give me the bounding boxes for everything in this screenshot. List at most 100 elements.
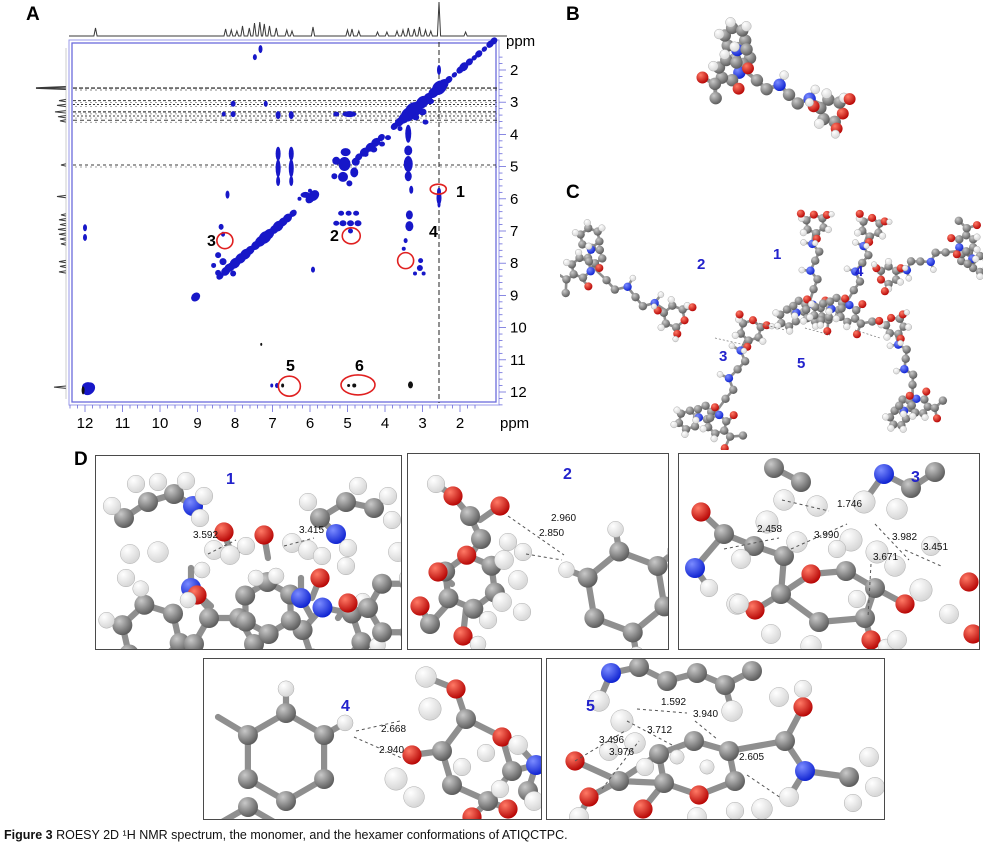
contact-view-2: 2.960 2.850 2 xyxy=(407,453,669,650)
x-tick-label: 9 xyxy=(193,415,201,432)
nmr-left-1d-trace xyxy=(60,213,67,217)
distance-dash xyxy=(874,523,910,561)
x-tick-label: 8 xyxy=(231,415,239,432)
nmr-marked-circle-6 xyxy=(340,374,376,396)
nmr-left-1d-trace xyxy=(57,227,67,232)
molecule-atoms xyxy=(565,659,884,819)
panel-d-letter: D xyxy=(74,449,88,470)
panel-b-letter: B xyxy=(566,4,580,25)
distance-label: 2.960 xyxy=(551,513,576,524)
hexamer-site-label-4: 4 xyxy=(855,263,864,280)
nmr-left-1d-trace xyxy=(56,194,67,199)
distance-label: 3.976 xyxy=(609,747,634,758)
contact-view-3: 1.746 2.458 3.990 3.982 3.451 3.671 3 xyxy=(678,453,980,650)
x-tick-label: 5 xyxy=(343,415,351,432)
nmr-cross-peaks xyxy=(82,45,442,393)
contact-view-5: 1.592 3.940 3.712 3.496 3.976 2.605 5 xyxy=(546,658,885,820)
hexamer-structure-panel: 1 2 3 4 5 xyxy=(560,209,983,450)
nmr-left-1d-trace xyxy=(54,110,67,114)
nmr-left-1d-trace xyxy=(58,98,67,103)
contact-view-1: 3.592 3.415 1 xyxy=(95,455,402,650)
y-tick-label: 12 xyxy=(510,384,527,401)
distance-label: 3.990 xyxy=(814,530,839,541)
distance-dash xyxy=(207,539,237,555)
hexamer-site-label-2: 2 xyxy=(697,256,705,273)
panel-a-letter: A xyxy=(26,4,40,25)
distance-label: 3.982 xyxy=(892,532,917,543)
nmr-contact-number-2: 2 xyxy=(330,228,339,245)
nmr-left-1d-trace xyxy=(53,385,67,389)
distance-label: 2.605 xyxy=(739,752,764,763)
distance-dash xyxy=(694,720,718,740)
nmr-contact-number-3: 3 xyxy=(207,233,216,250)
nmr-left-1d-trace xyxy=(57,114,67,119)
y-tick-label: 3 xyxy=(510,94,518,111)
x-tick-label: 12 xyxy=(77,415,94,432)
molecule-atoms xyxy=(237,666,541,819)
nmr-left-1d-trace xyxy=(35,86,67,91)
nmr-axis-ticks xyxy=(69,56,506,412)
figure-caption: Figure 3 ROESY 2D ¹H NMR spectrum, the m… xyxy=(4,828,568,842)
molecule-atoms xyxy=(696,17,856,139)
nmr-marked-circle-3 xyxy=(216,231,234,250)
nmr-left-1d-trace xyxy=(56,103,67,108)
distance-label: 2.458 xyxy=(757,524,782,535)
y-tick-label: 6 xyxy=(510,191,518,208)
monomer-structure-panel xyxy=(696,17,856,139)
distance-label: 3.451 xyxy=(923,542,948,553)
nmr-top-1d-trace xyxy=(69,1,507,37)
distance-label: 3.712 xyxy=(647,725,672,736)
nmr-left-1d-trace xyxy=(60,242,67,246)
distance-label: 1.746 xyxy=(837,499,862,510)
y-tick-label: 5 xyxy=(510,159,518,176)
nmr-marked-circle-5 xyxy=(277,375,302,398)
distance-dash xyxy=(283,537,315,547)
x-tick-label: 4 xyxy=(381,415,389,432)
distance-label: 3.592 xyxy=(193,530,218,541)
contact-dash xyxy=(754,321,786,331)
nmr-left-1d-trace xyxy=(59,119,67,123)
distance-label: 1.592 xyxy=(661,697,686,708)
distance-dash xyxy=(636,708,688,714)
nmr-left-1d-trace xyxy=(58,218,67,222)
contact-view-number-4: 4 xyxy=(341,698,350,715)
contact-dash xyxy=(854,329,881,339)
caption-text: ROESY 2D ¹H NMR spectrum, the monomer, a… xyxy=(52,828,568,842)
nmr-marked-circle-2 xyxy=(341,227,362,245)
y-tick-label: 4 xyxy=(510,126,518,143)
distance-label: 2.668 xyxy=(381,724,406,735)
contact-view-number-2: 2 xyxy=(563,466,572,483)
contact-view-number-1: 1 xyxy=(226,471,235,488)
molecule-atoms xyxy=(685,458,979,649)
distance-dash xyxy=(626,720,673,746)
molecule-atoms xyxy=(561,209,983,450)
y-tick-label: 2 xyxy=(510,62,518,79)
distance-label: 3.671 xyxy=(873,552,898,563)
caption-figure-number: Figure 3 xyxy=(4,828,53,842)
x-tick-label: 2 xyxy=(456,415,464,432)
distance-dash xyxy=(790,523,848,550)
y-tick-label: 7 xyxy=(510,223,518,240)
hexamer-site-label-5: 5 xyxy=(797,355,805,372)
nmr-marked-circle-4 xyxy=(396,251,415,270)
nmr-contact-number-1: 1 xyxy=(456,184,465,201)
contact-dash xyxy=(804,327,831,336)
nmr-plot-frame xyxy=(71,42,497,403)
x-tick-label: 6 xyxy=(306,415,314,432)
distance-label: 2.940 xyxy=(379,745,404,756)
distance-label: 2.850 xyxy=(539,528,564,539)
panel-c-letter: C xyxy=(566,182,580,203)
distance-dash xyxy=(507,515,565,556)
nmr-black-specks xyxy=(81,342,413,395)
y-tick-label: 8 xyxy=(510,255,518,272)
hexamer-site-label-1: 1 xyxy=(773,246,781,263)
distance-label: 3.940 xyxy=(693,709,718,720)
x-axis-unit: ppm xyxy=(500,415,529,432)
hexamer-site-label-3: 3 xyxy=(719,348,727,365)
distance-dash xyxy=(525,553,563,561)
contact-dash xyxy=(714,337,746,346)
distance-dash xyxy=(601,740,640,790)
distance-dash xyxy=(904,549,942,567)
